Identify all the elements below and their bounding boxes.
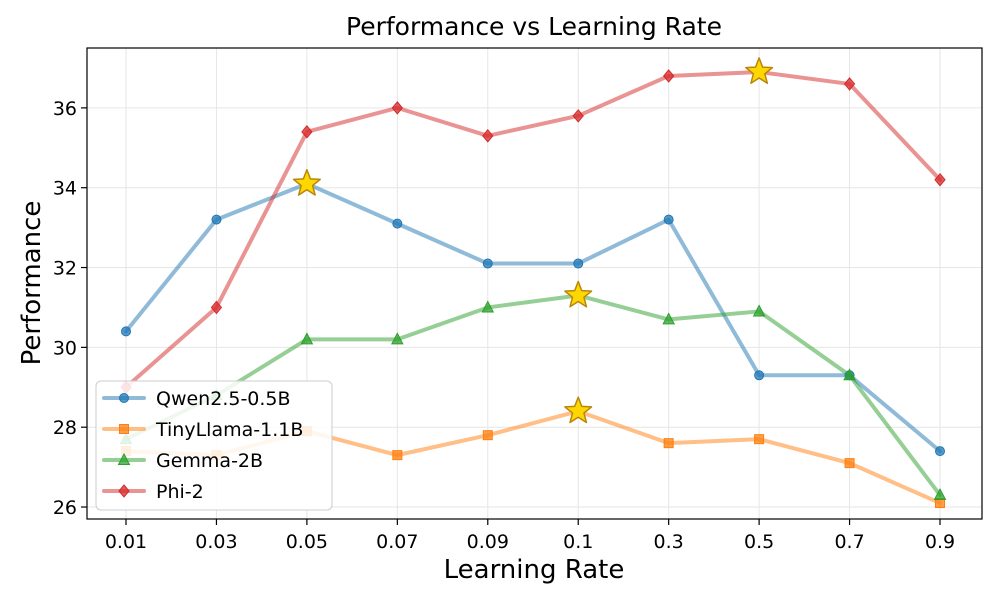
data-point xyxy=(300,332,314,345)
data-point xyxy=(663,69,675,83)
y-tick-label: 28 xyxy=(53,417,77,439)
data-point xyxy=(210,300,223,315)
x-tick-label: 0.03 xyxy=(195,531,237,553)
data-point xyxy=(481,300,495,313)
x-tick-label: 0.5 xyxy=(744,531,774,553)
x-tick-label: 0.01 xyxy=(105,531,147,553)
y-tick-label: 34 xyxy=(53,178,77,200)
y-tick-label: 32 xyxy=(53,258,77,280)
data-point xyxy=(933,487,947,501)
best-star-icon xyxy=(292,168,321,196)
legend-label: Gemma-2B xyxy=(156,450,263,472)
x-axis: 0.01 0.03 0.05 0.07 0.09 0.1 0.3 0.5 0.7 0.9 xyxy=(105,519,955,553)
data-point xyxy=(392,450,403,461)
y-tick-label: 30 xyxy=(53,337,77,359)
x-tick-label: 0.09 xyxy=(467,531,509,553)
legend-label: TinyLlama-1.1B xyxy=(155,419,303,441)
best-star-icon xyxy=(564,396,593,424)
data-point xyxy=(482,430,493,441)
data-point xyxy=(844,458,855,469)
legend-marker xyxy=(119,393,129,403)
x-tick-label: 0.9 xyxy=(925,531,955,553)
series-line xyxy=(124,293,942,498)
y-tick-label: 36 xyxy=(53,98,77,120)
y-axis-label: Performance xyxy=(17,201,47,366)
data-point xyxy=(754,370,765,381)
data-point xyxy=(572,109,584,123)
x-tick-label: 0.05 xyxy=(286,531,328,553)
series-phi-2 xyxy=(120,65,946,395)
data-point xyxy=(663,438,674,449)
legend-marker xyxy=(119,424,129,434)
y-axis: 26 28 30 32 34 36 xyxy=(53,98,87,519)
series-line xyxy=(124,69,942,390)
legend-item-tinyllama-1-1b: TinyLlama-1.1B xyxy=(102,419,303,441)
data-point xyxy=(752,304,766,317)
data-point xyxy=(301,125,313,139)
series-layer xyxy=(119,65,947,509)
legend-marker xyxy=(118,484,130,498)
data-point xyxy=(934,172,946,187)
legend-label: Phi-2 xyxy=(156,481,204,503)
legend-box xyxy=(95,380,333,511)
chart-title: Performance vs Learning Rate xyxy=(346,12,722,41)
data-point xyxy=(391,101,403,115)
best-star-icon xyxy=(564,280,593,308)
plot-frame xyxy=(86,47,983,520)
x-tick-label: 0.3 xyxy=(654,531,684,553)
data-point xyxy=(843,368,856,381)
x-tick-label: 0.7 xyxy=(834,531,864,553)
data-point xyxy=(482,258,493,269)
legend-item-phi-2: Phi-2 xyxy=(102,481,204,503)
legend-marker xyxy=(117,452,131,465)
data-point xyxy=(482,129,494,143)
data-point xyxy=(843,77,856,91)
data-point xyxy=(392,218,403,229)
data-point xyxy=(662,312,675,325)
data-point xyxy=(573,258,584,269)
best-star-icon xyxy=(745,57,774,85)
legend-label: Qwen2.5-0.5B xyxy=(156,388,291,410)
x-tick-label: 0.1 xyxy=(563,531,593,553)
data-point xyxy=(754,434,765,445)
x-tick-label: 0.07 xyxy=(376,531,418,553)
data-point xyxy=(121,326,131,337)
data-point xyxy=(211,214,222,225)
data-point xyxy=(935,446,945,457)
x-axis-label: Learning Rate xyxy=(444,555,625,585)
data-point xyxy=(391,332,404,345)
series-line xyxy=(124,181,942,454)
y-tick-label: 26 xyxy=(53,497,77,519)
legend-item-qwen2-5-0-5b: Qwen2.5-0.5B xyxy=(102,388,291,410)
legend: Qwen2.5-0.5B TinyLlama-1.1B Gemma-2B Phi-2 xyxy=(95,380,333,511)
data-point xyxy=(663,214,674,225)
best-star-layer xyxy=(292,57,774,424)
legend-item-gemma-2b: Gemma-2B xyxy=(102,450,263,472)
